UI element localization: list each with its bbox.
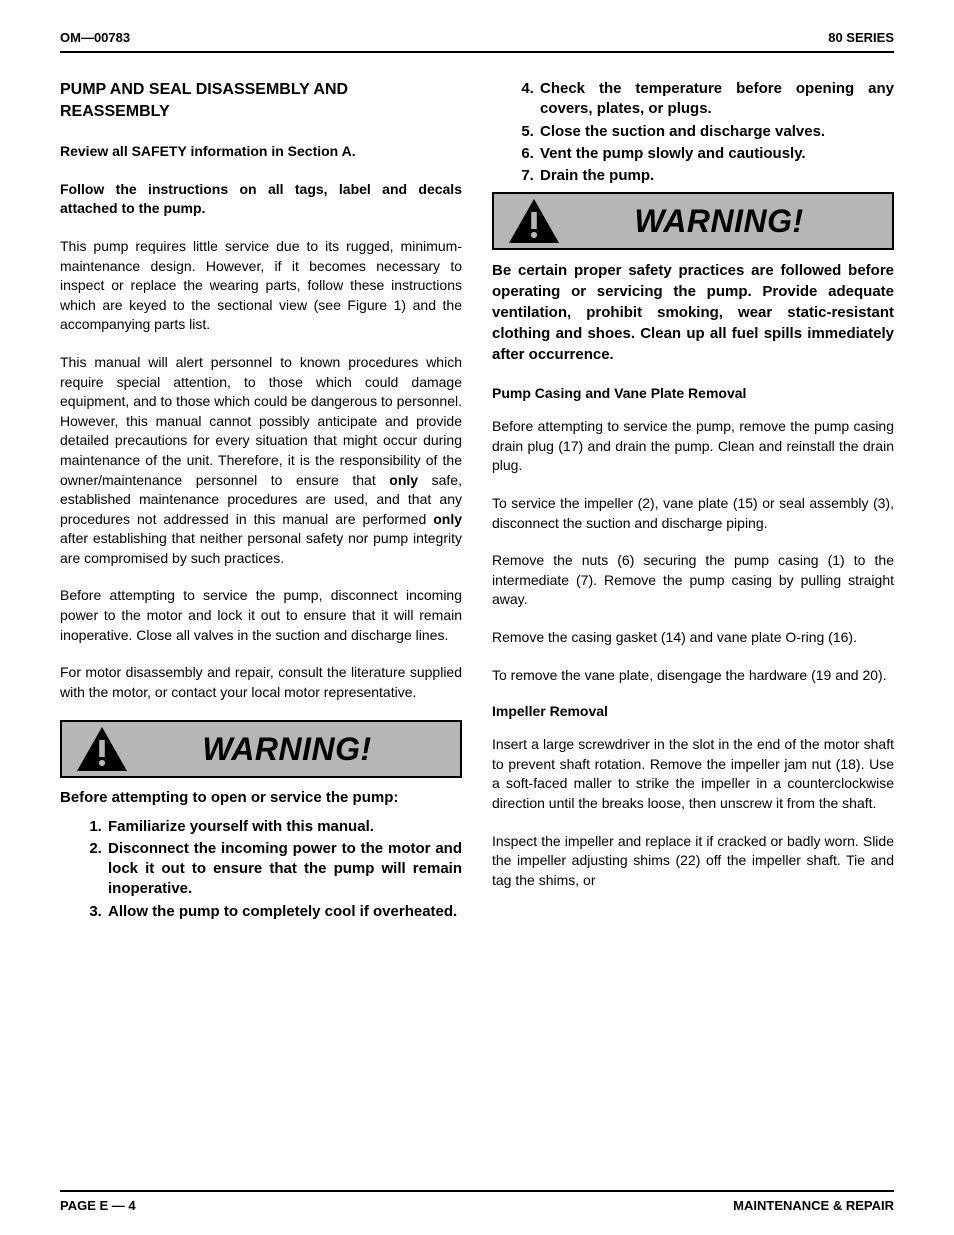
warning-label-1: WARNING! xyxy=(128,731,446,768)
section-title: PUMP AND SEAL DISASSEMBLY AND REASSEMBLY xyxy=(60,79,462,122)
warn-item-5: Close the suction and discharge valves. xyxy=(538,122,894,142)
footer-right: MAINTENANCE & REPAIR xyxy=(733,1198,894,1213)
header-left: OM—00783 xyxy=(60,30,130,45)
warn-item-7: Drain the pump. xyxy=(538,166,894,186)
warning-banner-2: WARNING! xyxy=(492,192,894,250)
footer-left: PAGE E — 4 xyxy=(60,1198,136,1213)
casing-p4: Remove the casing gasket (14) and vane p… xyxy=(492,628,894,648)
warn-item-6: Vent the pump slowly and cautiously. xyxy=(538,144,894,164)
intro-paragraph-1: This pump requires little service due to… xyxy=(60,237,462,335)
follow-tags-note: Follow the instructions on all tags, lab… xyxy=(60,180,462,219)
p2-only-2: only xyxy=(433,511,462,527)
warn-item-1: Familiarize yourself with this manual. xyxy=(106,817,462,837)
warning-followup-text: Be certain proper safety practices are f… xyxy=(492,260,894,365)
casing-p3: Remove the nuts (6) securing the pump ca… xyxy=(492,551,894,610)
warning-triangle-icon xyxy=(76,726,128,772)
header-right: 80 SERIES xyxy=(828,30,894,45)
warning-label-2: WARNING! xyxy=(560,203,878,240)
casing-p5: To remove the vane plate, disengage the … xyxy=(492,666,894,686)
intro-paragraph-2: This manual will alert personnel to know… xyxy=(60,353,462,569)
subheading-casing-removal: Pump Casing and Vane Plate Removal xyxy=(492,385,894,401)
warning-banner-1: WARNING! xyxy=(60,720,462,778)
safety-review-note: Review all SAFETY information in Section… xyxy=(60,142,462,162)
warning-list-right: Check the temperature before opening any… xyxy=(492,79,894,186)
right-column: Check the temperature before opening any… xyxy=(492,79,894,924)
warning-list-lead: Before attempting to open or service the… xyxy=(60,788,462,808)
impeller-p1: Insert a large screwdriver in the slot i… xyxy=(492,735,894,813)
warn-item-4: Check the temperature before opening any… xyxy=(538,79,894,120)
warn-item-3: Allow the pump to completely cool if ove… xyxy=(106,902,462,922)
casing-p1: Before attempting to service the pump, r… xyxy=(492,417,894,476)
page-footer: PAGE E — 4 MAINTENANCE & REPAIR xyxy=(60,1190,894,1213)
p2-part-a: This manual will alert personnel to know… xyxy=(60,354,462,488)
intro-paragraph-3: Before attempting to service the pump, d… xyxy=(60,586,462,645)
left-column: PUMP AND SEAL DISASSEMBLY AND REASSEMBLY… xyxy=(60,79,462,924)
content-columns: PUMP AND SEAL DISASSEMBLY AND REASSEMBLY… xyxy=(60,79,894,924)
warn-item-2: Disconnect the incoming power to the mot… xyxy=(106,839,462,900)
casing-p2: To service the impeller (2), vane plate … xyxy=(492,494,894,533)
warning-list-left: Familiarize yourself with this manual. D… xyxy=(60,817,462,922)
warning-triangle-icon xyxy=(508,198,560,244)
intro-paragraph-4: For motor disassembly and repair, consul… xyxy=(60,663,462,702)
p2-only-1: only xyxy=(389,472,418,488)
page-header: OM—00783 80 SERIES xyxy=(60,30,894,53)
impeller-p2: Inspect the impeller and replace it if c… xyxy=(492,832,894,891)
subheading-impeller-removal: Impeller Removal xyxy=(492,703,894,719)
p2-part-c: after establishing that neither personal… xyxy=(60,530,462,566)
